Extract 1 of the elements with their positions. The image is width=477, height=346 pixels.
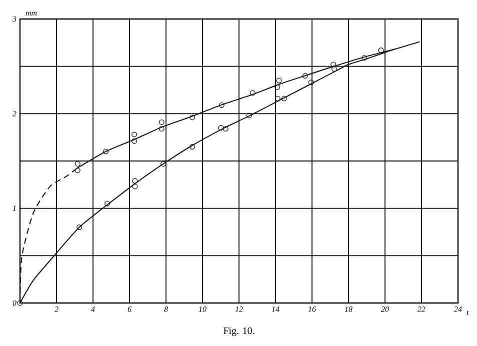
caption: Fig. 10. xyxy=(224,327,254,336)
